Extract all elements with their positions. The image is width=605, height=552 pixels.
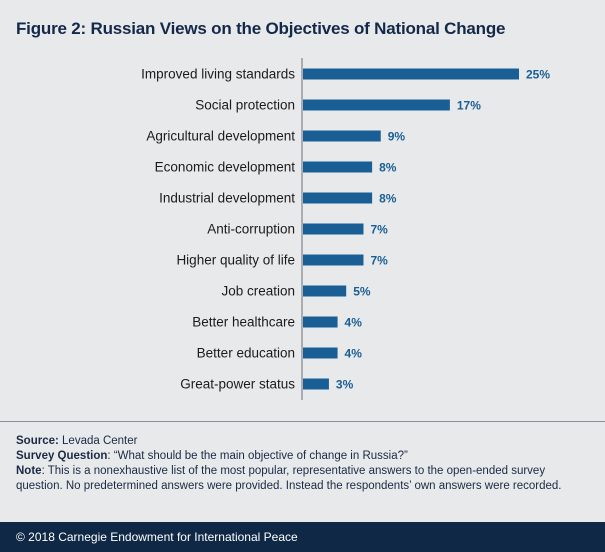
chart-title: Figure 2: Russian Views on the Objective… (16, 19, 506, 38)
bar (303, 223, 364, 235)
category-label: Higher quality of life (176, 253, 295, 268)
divider (0, 421, 605, 422)
copyright-footer: © 2018 Carnegie Endowment for Internatio… (0, 522, 605, 552)
bar (303, 254, 364, 266)
bar (303, 161, 373, 173)
source-text: Levada Center (58, 435, 138, 447)
bar (303, 99, 450, 111)
note-text: : This is a nonexhaustive list of the mo… (16, 465, 562, 492)
category-label: Economic development (155, 160, 296, 175)
category-label: Social protection (195, 98, 295, 113)
category-label: Agricultural development (146, 129, 295, 144)
bar (303, 285, 347, 297)
bar (303, 192, 373, 204)
value-label: 9% (388, 130, 406, 144)
category-label: Industrial development (159, 191, 295, 206)
category-label: Job creation (221, 284, 295, 299)
bar-chart: Improved living standards 25% Social prote… (141, 58, 550, 400)
value-label: 3% (336, 378, 354, 392)
bar (303, 316, 338, 328)
notes: Source: Levada Center Survey Question: “… (16, 434, 586, 494)
value-label: 4% (345, 316, 363, 330)
question-label: Survey Question (16, 450, 108, 462)
bar (303, 378, 329, 390)
category-label: Anti-corruption (207, 222, 295, 237)
value-label: 5% (353, 285, 371, 299)
bar (303, 130, 381, 142)
question-text: : “What should be the main objective of … (107, 450, 408, 462)
value-label: 25% (526, 68, 550, 82)
note-label: Note (16, 465, 42, 477)
value-label: 7% (370, 254, 388, 268)
value-label: 8% (379, 192, 397, 206)
bar (303, 68, 519, 80)
bar (303, 347, 338, 359)
value-label: 17% (457, 99, 481, 113)
value-label: 4% (345, 347, 363, 361)
source-label: Source: (16, 435, 59, 447)
category-label: Great-power status (180, 377, 295, 392)
value-label: 7% (370, 223, 388, 237)
category-label: Better healthcare (192, 315, 295, 330)
category-label: Better education (197, 346, 295, 361)
value-label: 8% (379, 161, 397, 175)
category-label: Improved living standards (141, 67, 295, 82)
